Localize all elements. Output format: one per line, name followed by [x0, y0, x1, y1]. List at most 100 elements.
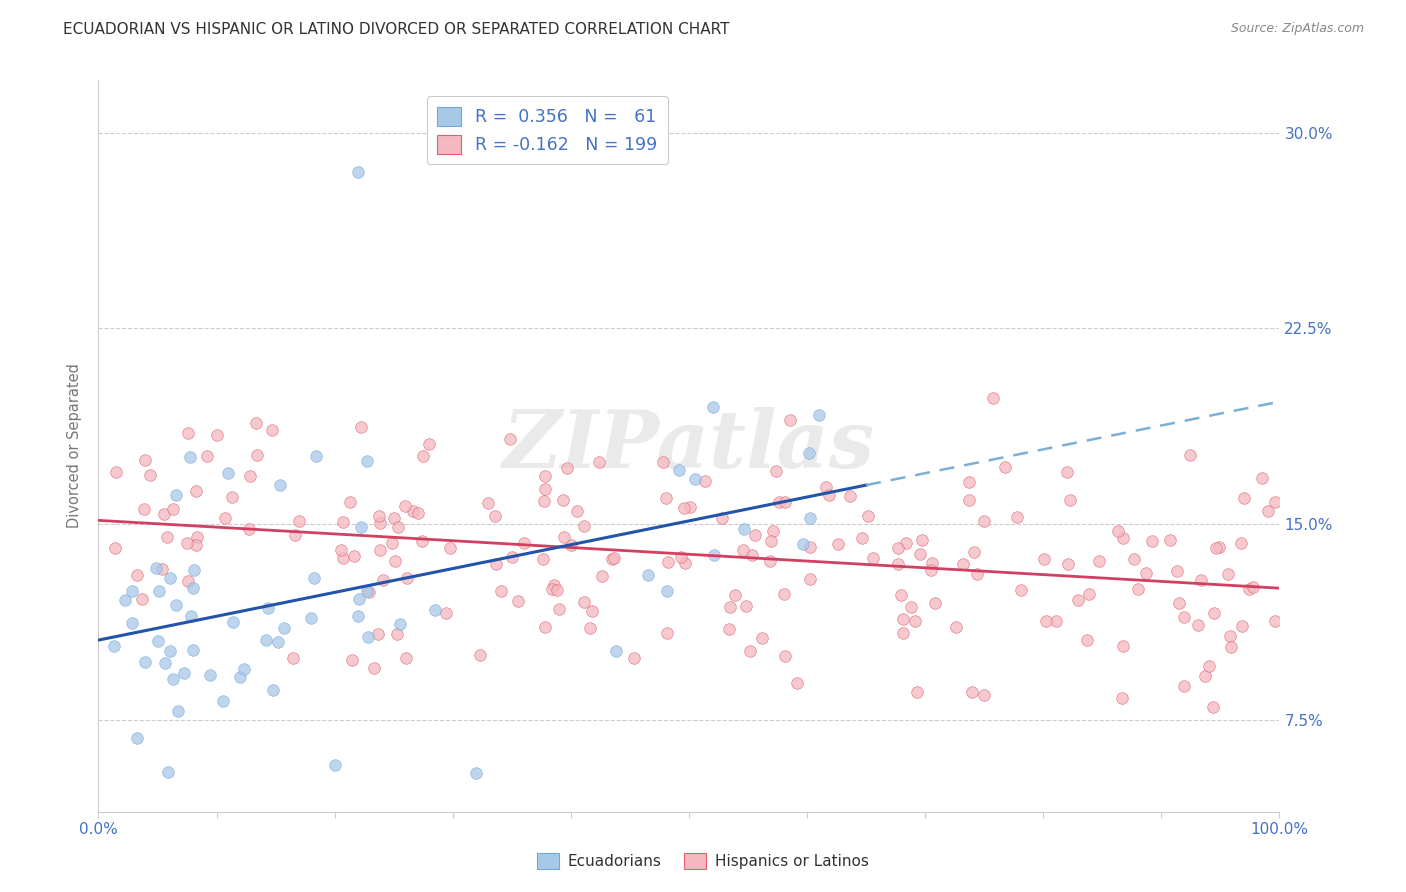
Point [893, 625, 915, 640]
Point [221, 490, 243, 504]
Point [389, 616, 412, 631]
Point [408, 506, 430, 520]
Point [1264, 614, 1286, 628]
Point [499, 433, 522, 447]
Point [401, 504, 423, 518]
Point [176, 535, 198, 549]
Point [114, 592, 136, 607]
Point [238, 522, 260, 536]
Point [679, 500, 702, 515]
Point [134, 655, 156, 669]
Point [1045, 614, 1067, 628]
Point [702, 400, 724, 414]
Point [547, 602, 569, 616]
Point [905, 685, 928, 699]
Point [260, 423, 283, 437]
Point [425, 603, 447, 617]
Point [759, 533, 782, 548]
Point [177, 425, 200, 440]
Point [541, 582, 564, 597]
Point [131, 591, 153, 606]
Point [1198, 658, 1220, 673]
Point [418, 437, 440, 451]
Point [817, 488, 839, 502]
Point [146, 633, 169, 648]
Point [651, 455, 673, 469]
Point [485, 557, 508, 571]
Point [1159, 533, 1181, 547]
Point [198, 668, 221, 682]
Point [738, 643, 761, 657]
Point [531, 552, 554, 566]
Point [886, 541, 908, 556]
Point [153, 507, 176, 521]
Point [468, 648, 491, 662]
Point [381, 536, 404, 550]
Point [359, 584, 381, 599]
Point [1219, 640, 1241, 654]
Point [887, 557, 910, 571]
Point [179, 450, 201, 465]
Point [1005, 510, 1028, 524]
Point [962, 545, 984, 559]
Point [229, 670, 252, 684]
Point [657, 584, 679, 599]
Point [501, 550, 523, 565]
Point [434, 607, 457, 621]
Point [239, 469, 262, 483]
Point [134, 502, 156, 516]
Point [214, 511, 236, 525]
Point [489, 583, 512, 598]
Point [896, 536, 918, 550]
Point [395, 651, 418, 665]
Point [138, 468, 160, 483]
Point [305, 449, 328, 463]
Point [350, 520, 373, 534]
Point [465, 765, 488, 780]
Point [205, 428, 228, 442]
Point [221, 615, 243, 630]
Point [284, 528, 307, 542]
Point [273, 621, 295, 635]
Point [162, 502, 184, 516]
Point [1066, 592, 1088, 607]
Point [1056, 465, 1078, 479]
Point [368, 508, 391, 523]
Point [957, 475, 980, 489]
Point [981, 391, 1004, 405]
Point [581, 603, 603, 617]
Point [533, 620, 555, 634]
Point [484, 508, 506, 523]
Point [993, 459, 1015, 474]
Point [1173, 610, 1195, 624]
Point [637, 567, 659, 582]
Point [186, 538, 208, 552]
Point [103, 541, 125, 555]
Point [159, 571, 181, 585]
Point [973, 688, 995, 702]
Point [329, 543, 352, 558]
Point [173, 666, 195, 681]
Point [807, 408, 830, 422]
Point [1056, 558, 1078, 572]
Point [1194, 669, 1216, 683]
Point [212, 694, 235, 708]
Point [257, 600, 280, 615]
Point [411, 534, 433, 549]
Point [962, 685, 984, 699]
Point [921, 556, 943, 570]
Point [560, 538, 582, 552]
Point [1218, 566, 1240, 581]
Point [350, 420, 373, 434]
Point [546, 583, 568, 598]
Point [668, 463, 690, 477]
Point [588, 455, 610, 469]
Point [1059, 492, 1081, 507]
Point [1208, 540, 1230, 554]
Point [105, 466, 128, 480]
Point [513, 535, 536, 549]
Point [148, 583, 170, 598]
Point [387, 626, 409, 640]
Point [262, 682, 284, 697]
Point [533, 468, 555, 483]
